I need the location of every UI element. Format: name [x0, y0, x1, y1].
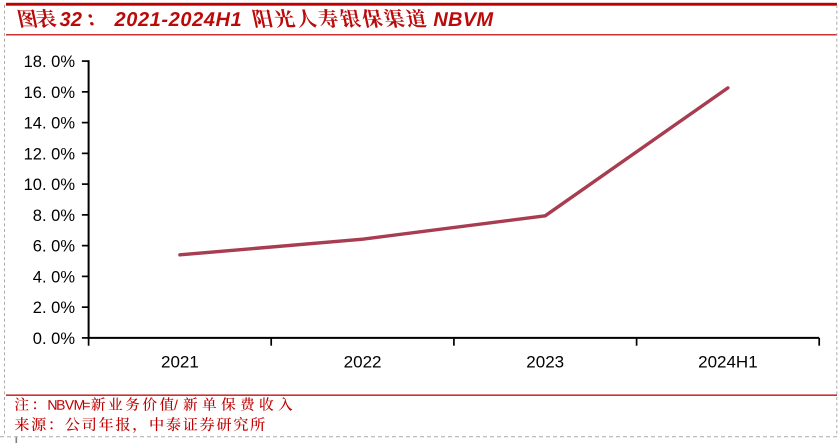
svg-text:2023: 2023	[526, 353, 564, 372]
svg-text:2021: 2021	[161, 353, 199, 372]
svg-text:2024H1: 2024H1	[698, 353, 758, 372]
svg-text:4. 0%: 4. 0%	[33, 268, 76, 286]
svg-text:16. 0%: 16. 0%	[24, 84, 76, 102]
svg-text:2022: 2022	[344, 353, 382, 372]
svg-text:10. 0%: 10. 0%	[24, 176, 76, 194]
svg-text:12. 0%: 12. 0%	[24, 145, 76, 163]
svg-text:6. 0%: 6. 0%	[33, 238, 76, 256]
svg-text:14. 0%: 14. 0%	[24, 115, 76, 133]
svg-text:0. 0%: 0. 0%	[33, 330, 76, 348]
svg-text:2. 0%: 2. 0%	[33, 299, 76, 317]
svg-text:8. 0%: 8. 0%	[33, 207, 76, 225]
svg-text:18. 0%: 18. 0%	[24, 53, 76, 71]
